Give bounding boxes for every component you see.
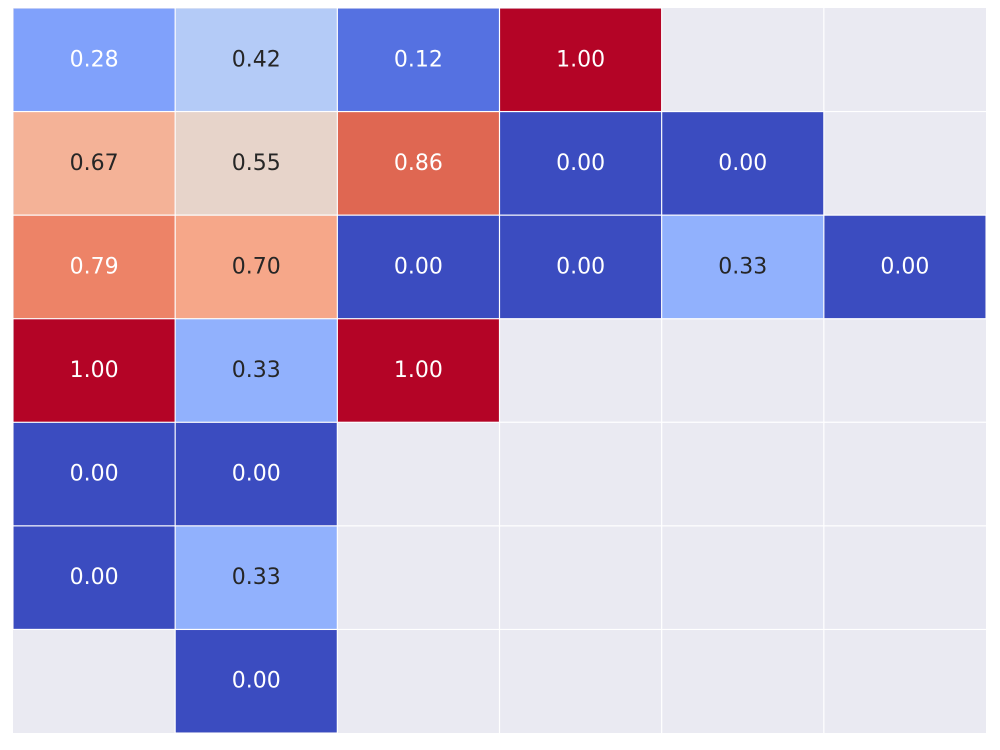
cell-value-label: 0.28 [70, 47, 119, 72]
gridlines [13, 8, 986, 733]
heatmap-annotations: 0.28 0.42 0.12 1.00 0.67 0.55 0.86 0.00 0.00 0.79… [70, 47, 930, 693]
cell-value-label: 0.55 [232, 151, 281, 176]
heatmap-cell [500, 8, 662, 111]
heatmap-cell [662, 215, 824, 319]
heatmap-cell [13, 422, 175, 526]
heatmap-cell [175, 630, 337, 733]
cell-value-label: 0.12 [394, 47, 443, 72]
cell-value-label: 0.00 [718, 151, 767, 176]
heatmap-cell [500, 215, 662, 319]
heatmap-cell [500, 112, 662, 215]
heatmap-cell [175, 215, 337, 319]
cell-value-label: 0.67 [70, 151, 119, 176]
cell-value-label: 0.00 [394, 254, 443, 279]
heatmap-cell [824, 215, 986, 319]
heatmap-cell [175, 526, 337, 629]
heatmap-cell [175, 319, 337, 422]
cell-value-label: 0.33 [718, 254, 767, 279]
cell-value-label: 0.86 [394, 151, 443, 176]
heatmap-cell [13, 112, 175, 215]
heatmap-cell [13, 215, 175, 319]
cell-value-label: 0.42 [232, 47, 281, 72]
cell-value-label: 0.79 [70, 254, 119, 279]
cell-value-label: 0.70 [232, 254, 281, 279]
heatmap-cell [337, 8, 499, 111]
heatmap-cell [13, 319, 175, 422]
cell-value-label: 0.00 [556, 151, 605, 176]
heatmap-cell [337, 112, 499, 215]
cell-value-label: 1.00 [556, 47, 605, 72]
heatmap-cell [175, 8, 337, 111]
cell-value-label: 0.00 [232, 669, 281, 694]
heatmap-cell [13, 8, 175, 111]
heatmap-cell [13, 526, 175, 629]
heatmap-cell [175, 422, 337, 526]
cell-value-label: 0.00 [232, 462, 281, 487]
cell-value-label: 0.00 [70, 565, 119, 590]
heatmap-cell [337, 319, 499, 422]
heatmap-cell [662, 112, 824, 215]
cell-value-label: 0.00 [556, 254, 605, 279]
cell-value-label: 0.00 [70, 462, 119, 487]
heatmap-cell [175, 112, 337, 215]
cell-value-label: 1.00 [70, 358, 119, 383]
heatmap-cell [337, 215, 499, 319]
cell-value-label: 0.33 [232, 358, 281, 383]
cell-value-label: 0.00 [880, 254, 929, 279]
cell-value-label: 1.00 [394, 358, 443, 383]
heatmap-cells [13, 8, 986, 733]
cell-value-label: 0.33 [232, 565, 281, 590]
